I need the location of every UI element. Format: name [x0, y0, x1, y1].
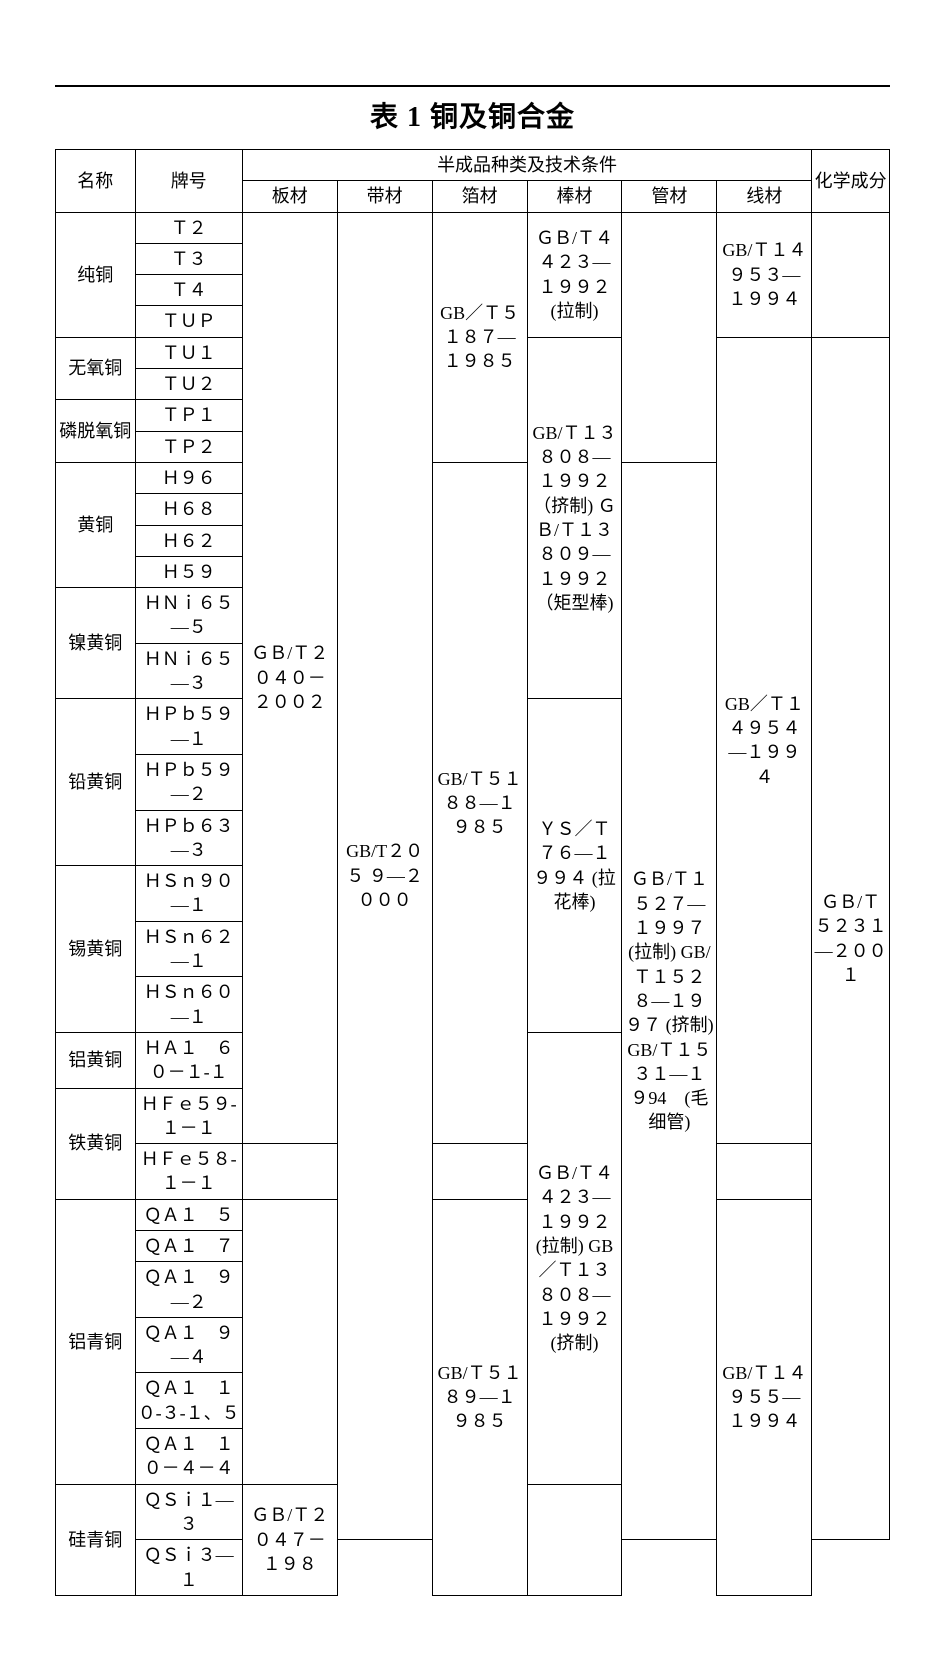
grade-cell: Ｈ９６ — [135, 462, 242, 493]
name-brass: 黄铜 — [56, 462, 136, 587]
th-semi-group: 半成品种类及技术条件 — [242, 150, 812, 181]
grade-cell: ＴＰ２ — [135, 431, 242, 462]
th-sheet: 板材 — [242, 181, 337, 212]
grade-cell: ＱＡ１ ７ — [135, 1230, 242, 1261]
grade-cell: ＨＮｉ６５—５ — [135, 588, 242, 644]
std-foil-c: GB/Ｔ５１８９—１９８５ — [432, 1199, 527, 1595]
name-pb-brass: 铅黄铜 — [56, 699, 136, 866]
page: 表 1 铜及铜合金 名称 牌号 半成品种类及技术条件 化学成分 板材 带材 箔材… — [0, 0, 945, 1656]
std-rod-b: GB/Ｔ１３８０８—１９９２（挤制) ＧＢ/Ｔ１３８０９—１９９２（矩型棒) — [527, 337, 622, 699]
grade-cell: Ｔ２ — [135, 212, 242, 243]
std-foil-b: GB/Ｔ５１８８—１９８５ — [432, 462, 527, 1143]
name-pdeox: 磷脱氧铜 — [56, 400, 136, 463]
th-foil: 箔材 — [432, 181, 527, 212]
name-fe-brass: 铁黄铜 — [56, 1088, 136, 1199]
grade-cell: ＨＦｅ５８-１－１ — [135, 1144, 242, 1200]
th-tube: 管材 — [622, 181, 717, 212]
grade-cell: ＨＳｎ６０—１ — [135, 977, 242, 1033]
grade-cell: ＱＳｉ１—３ — [135, 1484, 242, 1540]
th-wire: 线材 — [717, 181, 812, 212]
th-rod: 棒材 — [527, 181, 622, 212]
grade-cell: ＱＳｉ３—１ — [135, 1540, 242, 1596]
copper-alloy-table: 名称 牌号 半成品种类及技术条件 化学成分 板材 带材 箔材 棒材 管材 线材 … — [55, 149, 890, 1596]
name-ni-brass: 镍黄铜 — [56, 588, 136, 699]
name-sn-brass: 锡黄铜 — [56, 866, 136, 1033]
grade-cell: ＨＰｂ５９—１ — [135, 699, 242, 755]
table-title: 表 1 铜及铜合金 — [55, 95, 890, 135]
std-rod-a: ＧＢ/Ｔ４４２３—１９９２ (拉制) — [527, 212, 622, 337]
th-name: 名称 — [56, 150, 136, 213]
grade-cell: ＴＵＰ — [135, 306, 242, 337]
grade-cell: ＨＦｅ５９-１－１ — [135, 1088, 242, 1144]
grade-cell: ＨＮｉ６５—３ — [135, 643, 242, 699]
th-strip: 带材 — [337, 181, 432, 212]
grade-cell: ＨＰｂ５９—２ — [135, 754, 242, 810]
grade-cell: ＱＡ１ １０-３-１、５ — [135, 1373, 242, 1429]
std-chem: ＧＢ/Ｔ５２３１—２００１ — [812, 337, 890, 1539]
grade-cell: Ｈ６８ — [135, 494, 242, 525]
table-row: ＨＦｅ５８-１－１ — [56, 1144, 890, 1200]
std-rod-blank-bottom — [527, 1484, 622, 1595]
std-chem-blank-top — [812, 212, 890, 337]
std-wire-c: GB/Ｔ１４９５５—１９９４ — [717, 1199, 812, 1595]
grade-cell: ＴＵ２ — [135, 369, 242, 400]
grade-cell: ＨＳｎ６２—１ — [135, 921, 242, 977]
name-al-brass: 铝黄铜 — [56, 1032, 136, 1088]
name-al-bronze: 铝青铜 — [56, 1199, 136, 1484]
std-tube-blank-top — [622, 212, 717, 462]
grade-cell: ＱＡ１ ５ — [135, 1199, 242, 1230]
std-rod-c: ＹＳ／Ｔ７６—１９９４ (拉花棒) — [527, 699, 622, 1033]
std-wire-a: GB/Ｔ１４９５３—１９９４ — [717, 212, 812, 337]
grade-cell: ＴＵ１ — [135, 337, 242, 368]
name-si-bronze: 硅青铜 — [56, 1484, 136, 1595]
grade-cell: ＱＡ１ １０－４－４ — [135, 1429, 242, 1485]
std-sheet-blank — [242, 1199, 337, 1484]
std-rod-d: ＧＢ/Ｔ４４２３—１９９２ (拉制) GB／Ｔ１３８０８—１９９２ (挤制) — [527, 1032, 622, 1484]
grade-cell: Ｔ４ — [135, 275, 242, 306]
th-chem: 化学成分 — [812, 150, 890, 213]
name-pure-cu: 纯铜 — [56, 212, 136, 337]
std-wire-b: GB／Ｔ１４９５４—１９９４ — [717, 337, 812, 1143]
table-row: 纯铜 Ｔ２ ＧＢ/Ｔ２０４０－２００２ GB/T２０５ ９—２０００ GB／Ｔ５… — [56, 212, 890, 243]
std-tube: ＧＢ/Ｔ１５２７—１９９７ (拉制) GB/Ｔ１５２８—１９９７ (挤制) GB… — [622, 462, 717, 1539]
grade-cell: ＨＳｎ９０—１ — [135, 866, 242, 922]
std-strip: GB/T２０５ ９—２０００ — [337, 212, 432, 1540]
name-ofc: 无氧铜 — [56, 337, 136, 400]
std-foil-a: GB／Ｔ５１８７—１９８５ — [432, 212, 527, 462]
grade-cell: ＨＰｂ６３—３ — [135, 810, 242, 866]
grade-cell: ＴＰ１ — [135, 400, 242, 431]
top-rule — [55, 85, 890, 87]
table-header-row: 名称 牌号 半成品种类及技术条件 化学成分 — [56, 150, 890, 181]
std-sheet-main: ＧＢ/Ｔ２０４０－２００２ — [242, 212, 337, 1144]
grade-cell: ＱＡ１ ９—４ — [135, 1317, 242, 1373]
grade-cell: Ｈ５９ — [135, 556, 242, 587]
th-grade: 牌号 — [135, 150, 242, 213]
grade-cell: ＱＡ１ ９—２ — [135, 1262, 242, 1318]
grade-cell: Ｈ６２ — [135, 525, 242, 556]
grade-cell: ＨＡ１ ６０－１-１ — [135, 1032, 242, 1088]
table-row: 铝青铜 ＱＡ１ ５ GB/Ｔ５１８９—１９８５ GB/Ｔ１４９５５—１９９４ — [56, 1199, 890, 1230]
grade-cell: Ｔ３ — [135, 243, 242, 274]
std-sheet-si: ＧＢ/Ｔ２０４７－１９８ — [242, 1484, 337, 1595]
